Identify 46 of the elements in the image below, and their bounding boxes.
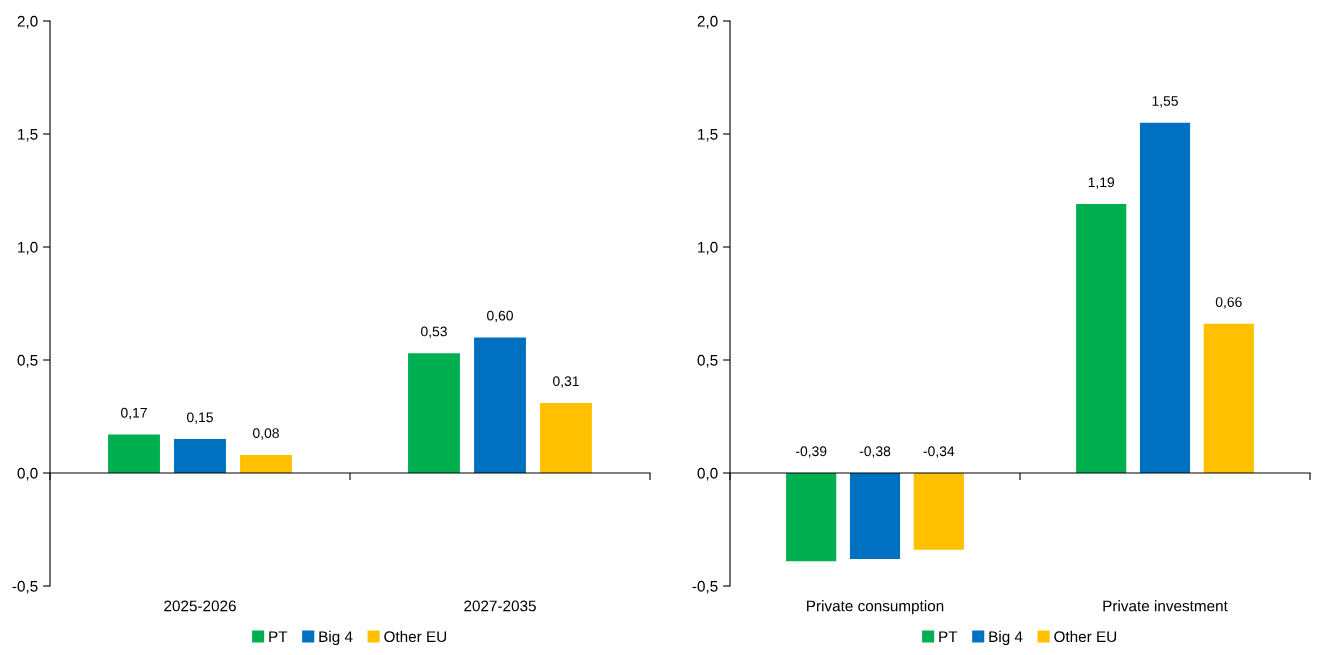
data-label: -0,34 [923,446,955,458]
legend-label: PT [269,631,288,642]
data-label: 0,17 [121,407,147,420]
data-label: 1,19 [1088,177,1115,189]
data-label: 0,08 [253,428,279,440]
y-tick-label: 1,5 [698,129,718,142]
y-tick-label: 0,5 [17,354,38,368]
bar [913,473,964,550]
data-label: 0,66 [1215,297,1242,309]
y-tick-label: 1,5 [18,129,38,142]
legend-label: PT [939,631,958,642]
y-tick-label: 2,0 [17,15,38,29]
legend-label: Big 4 [989,630,1023,646]
y-tick-label: -0,5 [692,580,718,594]
y-tick-label: -0,5 [12,580,38,594]
y-tick-label: 2,0 [697,15,718,29]
data-label: -0,39 [795,446,827,458]
x-tick-label: 2027-2035 [464,600,536,612]
bar [1139,122,1191,473]
y-tick-label: 0,5 [697,354,718,368]
bar [108,434,160,473]
legend-label: Other EU [1054,630,1117,643]
data-label: 0,60 [487,310,513,323]
legend-label: Big 4 [319,630,353,646]
bar [540,402,592,473]
bar [474,337,526,473]
y-tick-label: 0,0 [697,467,718,481]
y-tick-label: 1,0 [698,241,718,255]
y-tick-label: 0,0 [17,467,38,481]
x-tick-label: Private consumption [807,600,944,615]
bar [786,473,837,562]
x-tick-label: Private investment [1103,600,1228,612]
data-label: 0,53 [421,326,447,338]
bar [1076,204,1127,473]
x-tick-label: 2025-2026 [164,600,236,612]
legend-label: Other EU [384,630,447,643]
data-label: -0,38 [859,446,891,458]
bar [240,454,292,473]
bar [849,473,901,559]
bar [174,439,226,473]
data-label: 1,55 [1152,96,1178,108]
data-label: 0,31 [553,376,579,388]
data-label: 0,15 [187,412,213,424]
bar [1203,323,1254,473]
y-tick-label: 1,0 [18,241,38,255]
bar [408,353,460,473]
